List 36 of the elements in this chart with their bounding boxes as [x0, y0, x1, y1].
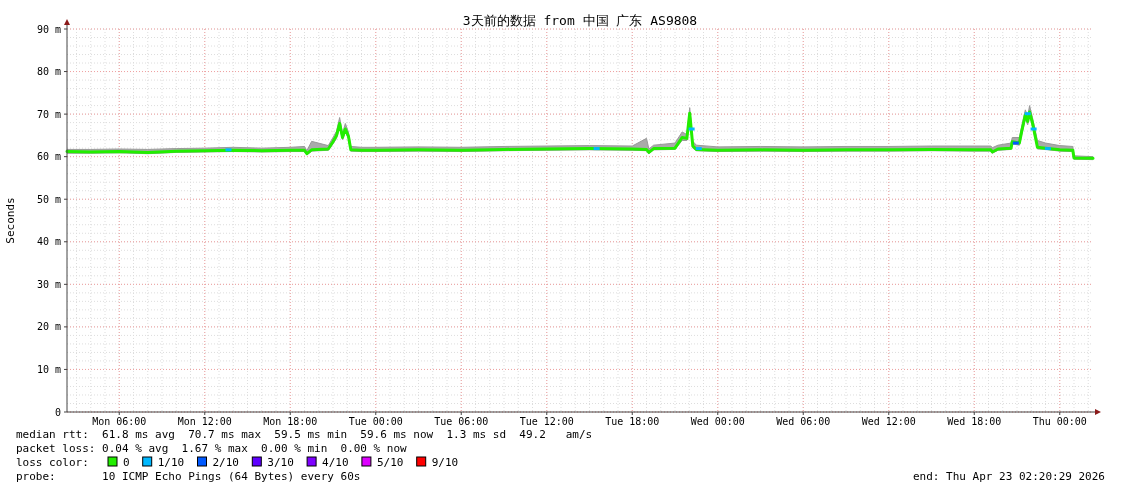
- y-tick-label: 60 m: [36, 151, 61, 163]
- x-tick-label: Wed 00:00: [690, 416, 745, 427]
- x-tick-label: Wed 18:00: [947, 416, 1002, 427]
- x-tick-label: Mon 12:00: [177, 416, 232, 427]
- text: probe: 10 ICMP Echo Pings (64 Bytes) every 60s: [16, 470, 361, 483]
- y-tick-label: 90 m: [36, 23, 61, 35]
- legend-label: 1/10: [157, 456, 185, 469]
- text: packet loss: 0.04 % avg 1.67 % max 0.00 % min 0.00 % now: [16, 442, 408, 455]
- legend-label: 0: [123, 456, 130, 469]
- y-tick-label: 0: [54, 406, 61, 418]
- y-tick-label: 70 m: [36, 108, 61, 120]
- legend-label: 9/10: [431, 456, 459, 469]
- y-tick-label: 20 m: [36, 321, 61, 333]
- y-axis-title: Seconds: [4, 197, 17, 244]
- legend-title: loss color:: [16, 456, 89, 469]
- x-tick-label: Wed 12:00: [861, 416, 916, 427]
- y-tick-label: 10 m: [36, 363, 61, 375]
- chart-title: 3天前的数据 from 中国 广东 AS9808: [462, 13, 698, 28]
- legend-label: 4/10: [322, 456, 349, 469]
- legend-label: 3/10: [267, 456, 294, 469]
- x-tick-label: Thu 00:00: [1032, 416, 1087, 427]
- x-tick-label: Tue 00:00: [348, 416, 403, 427]
- text: median rtt: 61.8 ms avg 70.7 ms max 59.5 ms min 59.6 ms now 1.3 ms sd 49.2 am/s: [16, 428, 593, 441]
- x-tick-label: Tue 06:00: [434, 416, 489, 427]
- x-tick-label: Mon 18:00: [263, 416, 318, 427]
- y-tick-label: 50 m: [36, 193, 61, 205]
- x-tick-label: Mon 06:00: [92, 416, 147, 427]
- x-tick-label: Tue 18:00: [605, 416, 660, 427]
- x-tick-label: Tue 12:00: [519, 416, 574, 427]
- y-tick-label: 80 m: [36, 66, 61, 78]
- x-tick-label: Wed 06:00: [776, 416, 831, 427]
- legend-label: 5/10: [376, 456, 404, 469]
- y-tick-label: 30 m: [36, 278, 61, 290]
- text: end: Thu Apr 23 02:20:29 2026: [912, 470, 1105, 483]
- legend-label: 2/10: [212, 456, 239, 469]
- y-tick-label: 40 m: [36, 236, 61, 248]
